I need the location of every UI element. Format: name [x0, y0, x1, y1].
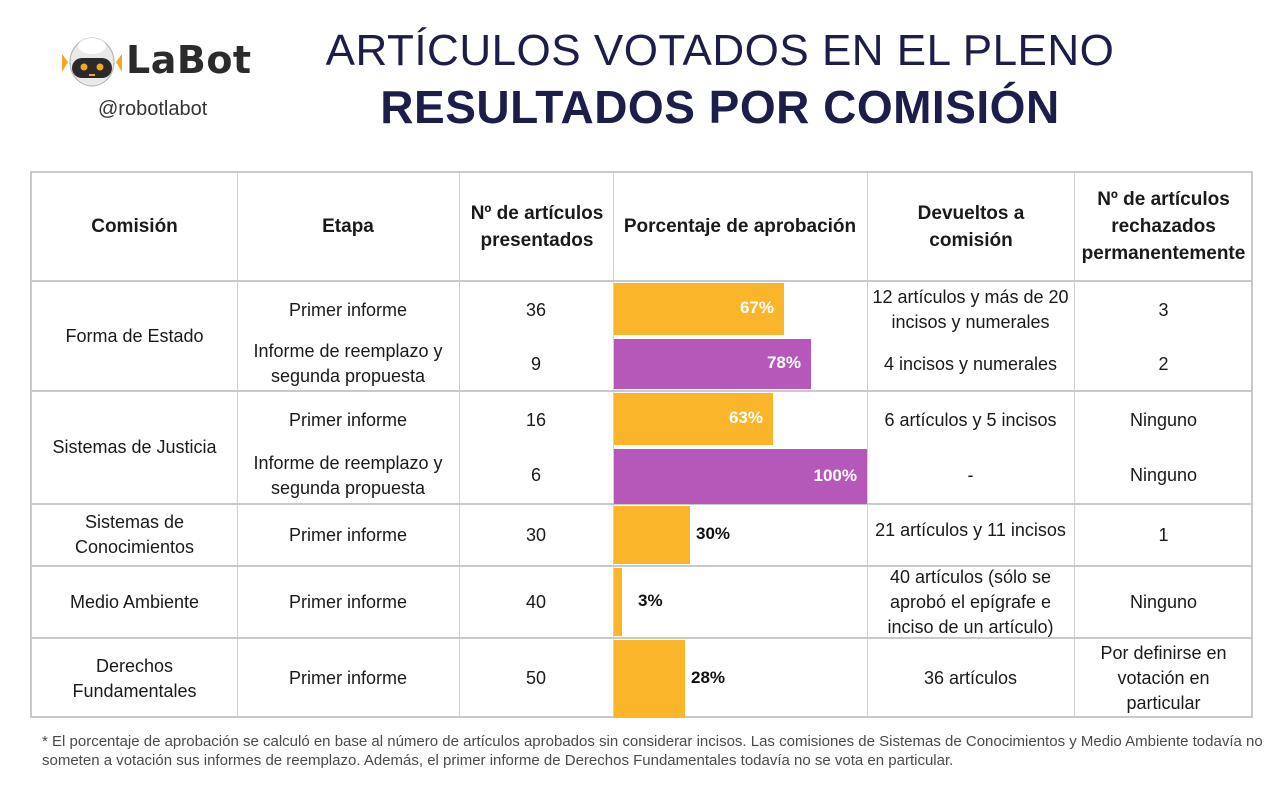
approval-bar-label: 100% [813, 465, 857, 485]
row-presentados: 40 [525, 591, 547, 612]
row-rechazados: Por definirse en votación en particular [1100, 643, 1227, 713]
header-comision: Comisión [91, 216, 178, 237]
row-divider [32, 280, 1251, 282]
approval-bar [614, 393, 773, 445]
row-etapa: Primer informe [288, 524, 408, 545]
row-rechazados: 3 [1158, 299, 1169, 320]
approval-bar-label: 78% [766, 353, 801, 372]
column-divider [237, 173, 238, 716]
row-etapa: Primer informe [288, 409, 408, 430]
labot-logo: LaBot @robotlabot [60, 32, 260, 127]
header-presentados: Nº de artículos presentados [470, 202, 604, 251]
row-presentados: 16 [525, 409, 547, 430]
row-presentados: 50 [525, 668, 547, 688]
column-divider [867, 173, 868, 716]
approval-bar [614, 568, 622, 636]
row-rechazados: 1 [1158, 524, 1169, 545]
row-presentados: 36 [525, 299, 547, 320]
title-line-1: ARTÍCULOS VOTADOS EN EL PLENO [325, 26, 1115, 75]
results-table: Comisión Etapa Nº de artículos presentad… [30, 171, 1253, 718]
approval-bar [614, 640, 685, 718]
commission-forma-de-estado: Forma de Estado [65, 325, 204, 346]
approval-bar-label: 30% [696, 524, 731, 543]
row-devueltos: 4 incisos y numerales [883, 353, 1058, 374]
header-rechazados: Nº de artículos rechazados permanentemen… [1081, 189, 1246, 264]
row-devueltos: 36 artículos [923, 668, 1018, 688]
row-rechazados: Ninguno [1129, 591, 1198, 612]
column-divider [613, 173, 614, 716]
footnote: * El porcentaje de aprobación se calculó… [42, 733, 1263, 769]
row-divider [32, 503, 1251, 505]
approval-bar-label: 28% [691, 668, 726, 687]
row-presentados: 9 [530, 353, 541, 374]
column-divider [1074, 173, 1075, 716]
row-rechazados: 2 [1158, 353, 1169, 374]
approval-bar [614, 449, 867, 504]
commission-sistemas-de-justicia: Sistemas de Justicia [52, 437, 217, 457]
row-etapa: Informe de reemplazo y segunda propuesta [253, 452, 443, 498]
row-etapa: Primer informe [288, 668, 408, 688]
approval-bar [614, 339, 811, 389]
row-devueltos: 40 artículos (sólo se aprobó el epígrafe… [887, 566, 1054, 637]
row-etapa: Primer informe [288, 299, 408, 320]
commission-derechos-fundamentales: Derechos Fundamentales [72, 655, 197, 701]
row-devueltos: - [967, 465, 974, 485]
column-divider [459, 173, 460, 716]
commission-sistemas-de-conocimientos: Sistemas de Conocimientos [74, 512, 195, 557]
row-devueltos: 12 artículos y más de 20 incisos y numer… [872, 287, 1069, 332]
row-rechazados: Ninguno [1129, 409, 1198, 430]
logo-handle: @robotlabot [98, 98, 208, 120]
row-divider [32, 565, 1251, 567]
approval-bar [614, 283, 784, 335]
approval-bar-label: 3% [638, 591, 663, 610]
header-etapa: Etapa [322, 216, 374, 237]
robot-icon [62, 37, 122, 87]
row-etapa: Informe de reemplazo y segunda propuesta [253, 341, 443, 386]
row-presentados: 30 [525, 524, 547, 545]
approval-bar [614, 506, 690, 564]
header-aprobacion: Porcentaje de aprobación [623, 216, 857, 237]
approval-bar-label: 67% [739, 298, 774, 317]
row-rechazados: Ninguno [1129, 465, 1198, 485]
row-devueltos: 21 artículos y 11 incisos [875, 519, 1066, 540]
header-devueltos: Devueltos a comisión [917, 202, 1025, 251]
commission-medio-ambiente: Medio Ambiente [69, 591, 200, 612]
row-etapa: Primer informe [288, 591, 408, 612]
row-divider [32, 390, 1251, 392]
logo-name: LaBot [126, 38, 252, 82]
approval-bar-label: 63% [728, 408, 763, 427]
row-divider [32, 637, 1251, 639]
title-line-2: RESULTADOS POR COMISIÓN [380, 81, 1060, 133]
row-presentados: 6 [530, 465, 541, 485]
row-devueltos: 6 artículos y 5 incisos [884, 409, 1057, 430]
